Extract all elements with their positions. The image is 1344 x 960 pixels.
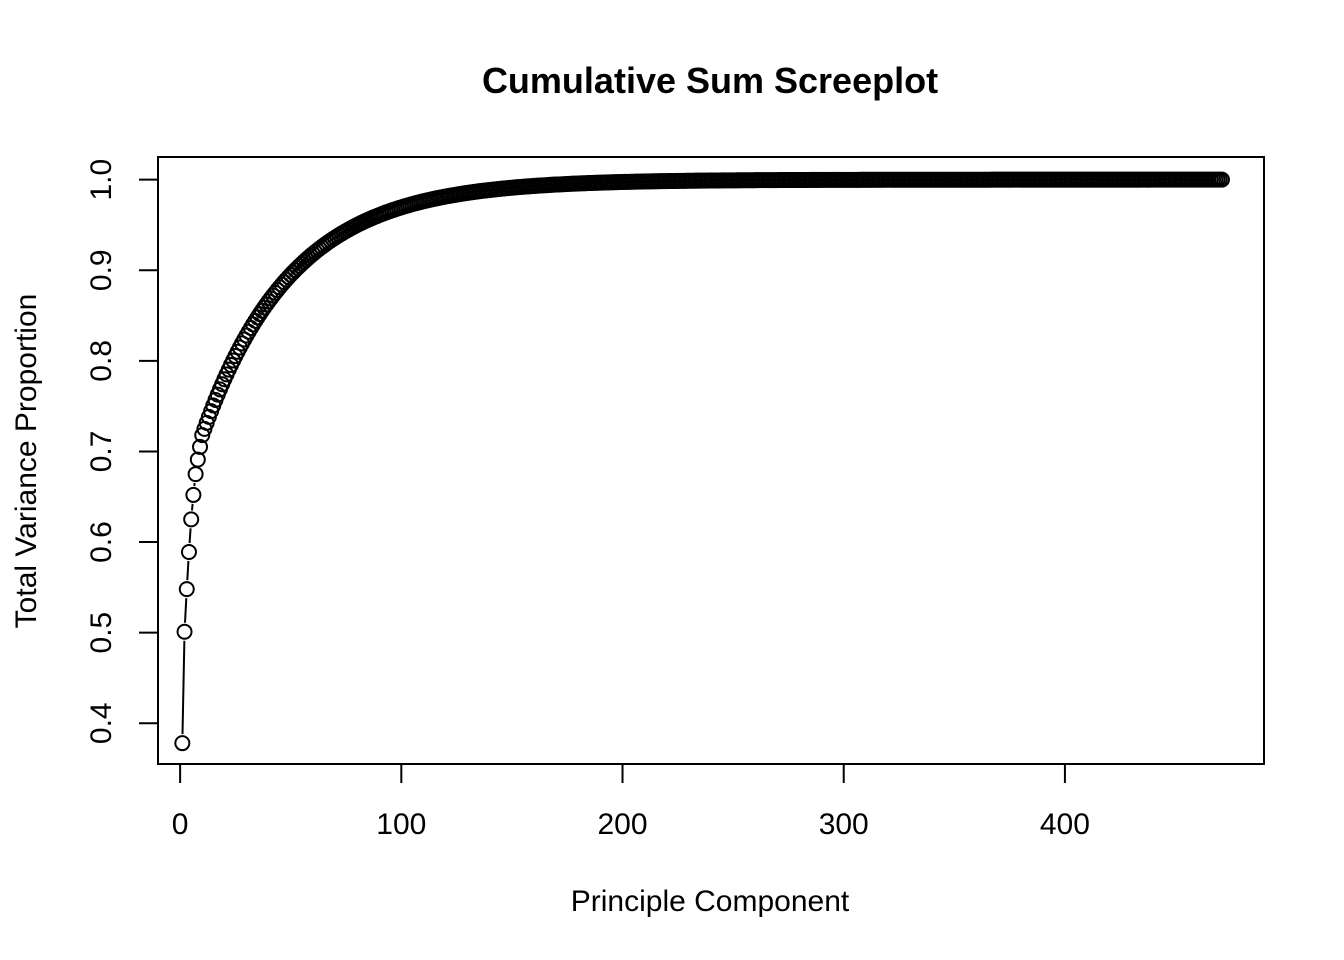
chart-title: Cumulative Sum Screeplot xyxy=(482,60,938,101)
data-point xyxy=(187,466,204,483)
connecting-segments xyxy=(181,482,196,735)
y-tick-label: 0.6 xyxy=(85,521,118,563)
data-point xyxy=(180,544,197,561)
x-axis-label: Principle Component xyxy=(571,885,850,918)
y-tick-label: 0.4 xyxy=(85,702,118,744)
y-axis-label: Total Variance Proportion xyxy=(10,294,43,629)
data-point xyxy=(183,511,200,528)
x-tick-label: 0 xyxy=(172,808,189,841)
data-point xyxy=(1213,171,1230,188)
x-tick-label: 100 xyxy=(376,808,426,841)
connecting-segment xyxy=(190,503,194,511)
data-point xyxy=(174,735,191,752)
data-point xyxy=(176,623,193,640)
y-tick-label: 0.5 xyxy=(85,612,118,654)
connecting-segment xyxy=(184,598,188,623)
data-point xyxy=(189,451,206,468)
y-tick-label: 0.9 xyxy=(85,249,118,291)
x-axis: 0 100 200 300 400 xyxy=(172,763,1090,841)
y-axis: 0.4 0.5 0.6 0.7 0.8 0.9 1.0 xyxy=(85,159,159,744)
y-tick-label: 0.7 xyxy=(85,431,118,473)
x-tick-label: 200 xyxy=(597,808,647,841)
data-point xyxy=(192,438,209,455)
x-tick-label: 400 xyxy=(1040,808,1090,841)
data-point xyxy=(178,581,195,598)
data-points xyxy=(174,171,1230,752)
x-tick-label: 300 xyxy=(819,808,869,841)
connecting-segment xyxy=(181,640,186,735)
connecting-segment xyxy=(188,528,192,544)
connecting-segment xyxy=(186,560,190,581)
y-tick-label: 0.8 xyxy=(85,340,118,382)
data-point xyxy=(185,486,202,503)
y-tick-label: 1.0 xyxy=(85,159,118,201)
